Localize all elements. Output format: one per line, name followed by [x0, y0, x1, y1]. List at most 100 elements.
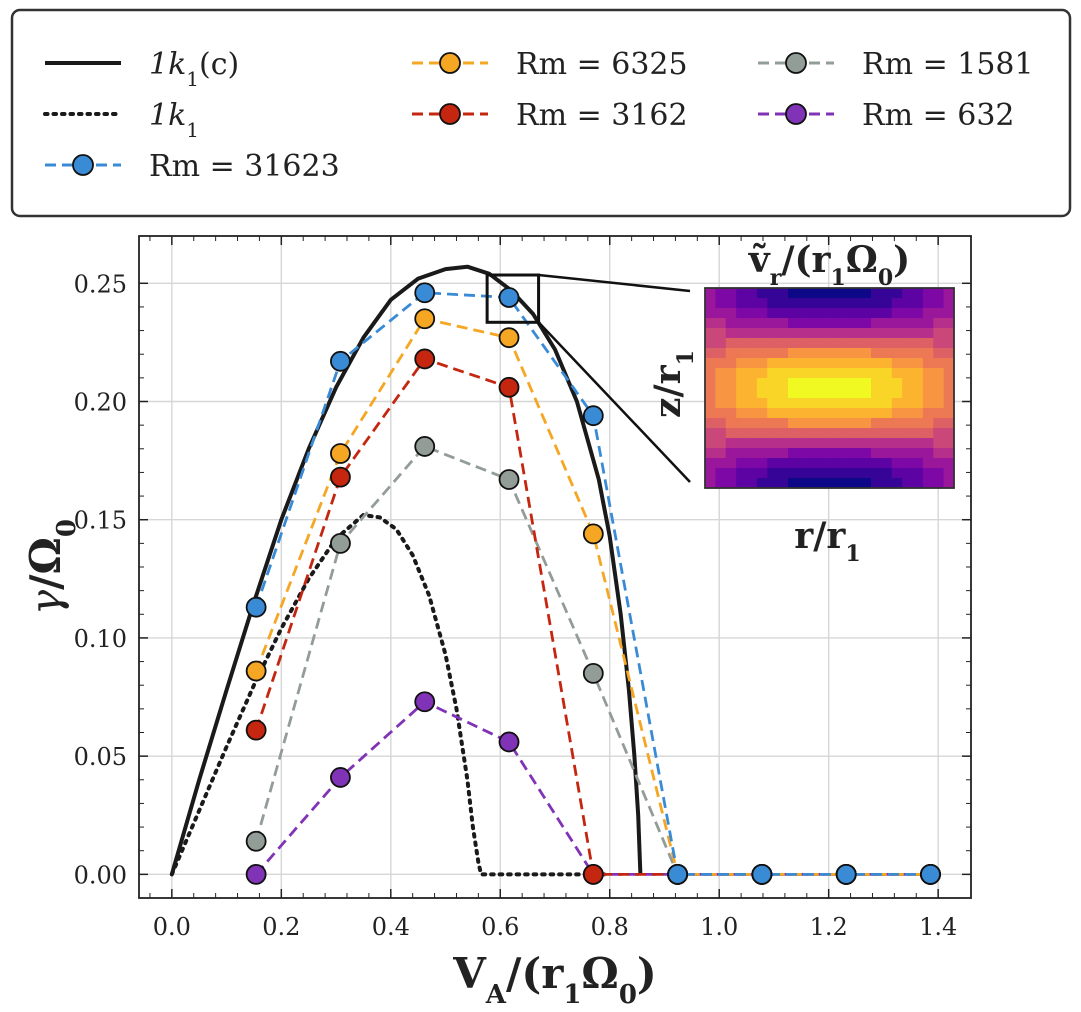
inset-cell — [922, 358, 934, 369]
inset-cell — [725, 468, 737, 479]
inset-cell — [829, 468, 841, 479]
inset-cell — [746, 378, 758, 389]
inset-cell — [756, 408, 768, 419]
inset-cell — [922, 308, 934, 319]
inset-cell — [746, 288, 758, 299]
inset-cell — [829, 388, 841, 399]
inset-cell — [902, 418, 914, 429]
inset-cell — [881, 398, 893, 409]
inset-cell — [788, 468, 799, 479]
inset-cell — [725, 408, 737, 419]
legend-label: Rm = 632 — [862, 98, 1015, 133]
inset-cell — [943, 378, 955, 389]
inset-cell — [819, 418, 831, 429]
inset-cell — [912, 288, 924, 299]
inset-cell — [819, 468, 831, 479]
inset-cell — [871, 398, 882, 409]
inset-cell — [922, 288, 934, 299]
inset-cell — [871, 338, 882, 349]
inset-cell — [715, 298, 727, 309]
inset-cell — [891, 358, 903, 369]
inset-cell — [902, 428, 914, 439]
inset-cell — [767, 478, 779, 489]
inset-cell — [725, 438, 737, 449]
inset-cell — [746, 408, 758, 419]
inset-cell — [881, 338, 893, 349]
inset-cell — [902, 438, 914, 449]
inset-cell — [798, 458, 810, 469]
inset-cell — [860, 378, 872, 389]
inset-cell — [715, 328, 727, 339]
inset-cell — [725, 308, 737, 319]
inset-cell — [829, 308, 841, 319]
x-tick-label: 0.6 — [481, 913, 519, 941]
inset-cell — [881, 438, 893, 449]
inset-cell — [788, 478, 799, 489]
inset-cell — [943, 328, 955, 339]
inset-cell — [881, 468, 893, 479]
inset-cell — [736, 458, 748, 469]
inset-cell — [756, 348, 768, 359]
inset-cell — [767, 408, 779, 419]
inset-cell — [705, 438, 716, 449]
inset-cell — [725, 358, 737, 369]
x-tick-label: 0.2 — [262, 913, 300, 941]
inset-cell — [788, 388, 799, 399]
inset-cell — [715, 348, 727, 359]
inset-cell — [777, 338, 789, 349]
inset-cell — [767, 358, 779, 369]
inset-cell — [808, 318, 820, 329]
legend-entry: Rm = 31623 — [45, 149, 340, 184]
inset-cell — [756, 368, 768, 379]
inset-cell — [725, 298, 737, 309]
inset-cell — [767, 368, 779, 379]
inset-cell — [736, 348, 748, 359]
inset-cell — [933, 448, 945, 459]
inset-cell — [746, 398, 758, 409]
inset-cell — [891, 468, 903, 479]
inset-cell — [808, 418, 820, 429]
inset-cell — [705, 288, 716, 299]
inset-cell — [715, 368, 727, 379]
inset-cell — [860, 408, 872, 419]
inset-cell — [912, 398, 924, 409]
inset-cell — [829, 288, 841, 299]
inset-cell — [933, 388, 945, 399]
inset-cell — [798, 378, 810, 389]
inset-cell — [850, 368, 862, 379]
inset-cell — [829, 328, 841, 339]
inset-cell — [902, 448, 914, 459]
inset-cell — [922, 388, 934, 399]
x-tick-label: 1.2 — [810, 913, 848, 941]
inset-cell — [871, 368, 882, 379]
data-point — [920, 863, 941, 885]
inset-cell — [912, 378, 924, 389]
inset-cell — [715, 458, 727, 469]
inset-cell — [819, 348, 831, 359]
x-tick-label: 0.0 — [153, 913, 191, 941]
inset-cell — [881, 328, 893, 339]
inset-cell — [839, 358, 851, 369]
inset-cell — [871, 308, 882, 319]
inset-cell — [715, 308, 727, 319]
inset-cell — [922, 378, 934, 389]
inset-cell — [933, 318, 945, 329]
inset-cell — [922, 478, 934, 489]
inset-cell — [736, 418, 748, 429]
inset-cell — [705, 348, 716, 359]
inset-cell — [819, 338, 831, 349]
inset-cell — [777, 288, 789, 299]
inset-cell — [705, 378, 716, 389]
inset-cell — [860, 368, 872, 379]
inset-cell — [705, 328, 716, 339]
inset-cell — [943, 308, 955, 319]
inset-cell — [808, 468, 820, 479]
inset-cell — [881, 378, 893, 389]
inset-cell — [725, 428, 737, 439]
data-point — [498, 469, 520, 490]
x-tick-label: 0.4 — [372, 913, 410, 941]
inset-cell — [819, 318, 831, 329]
x-tick-label: 1.4 — [919, 913, 957, 941]
inset-cell — [819, 328, 831, 339]
inset-cell — [871, 298, 882, 309]
